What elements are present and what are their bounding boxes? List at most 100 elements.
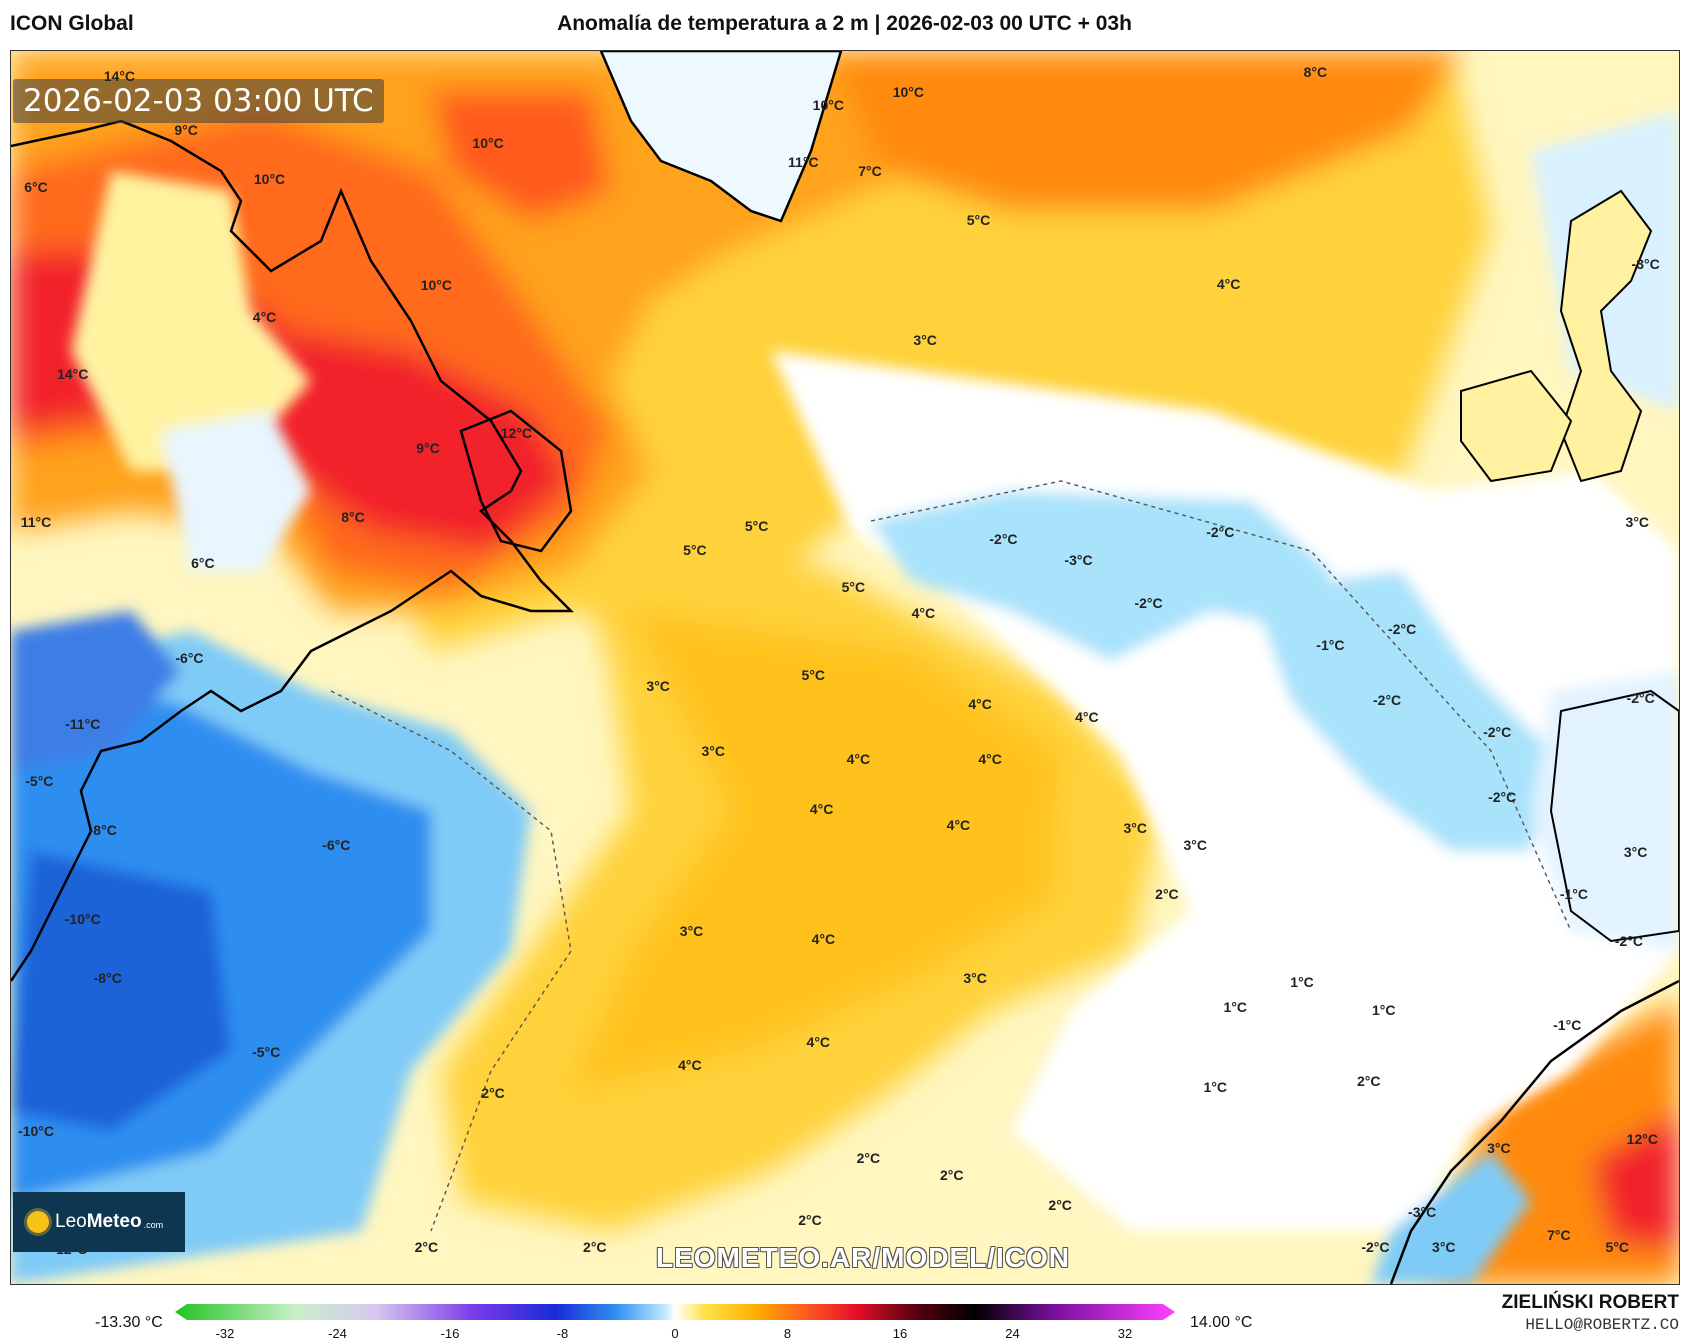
model-name: ICON Global	[10, 12, 134, 35]
colorbar-tick: -24	[328, 1326, 347, 1341]
temperature-label: 4°C	[806, 1034, 831, 1051]
temperature-label: 2°C	[414, 1239, 439, 1255]
temperature-label: 3°C	[1432, 1239, 1456, 1255]
temperature-label: 7°C	[1547, 1226, 1571, 1243]
temperature-label: -1°C	[1316, 637, 1345, 654]
author-email[interactable]: HELLO@ROBERTZ.CO	[1525, 1316, 1679, 1334]
temperature-label: 5°C	[683, 542, 707, 559]
temperature-label: -6°C	[322, 837, 351, 854]
temperature-label: -2°C	[1134, 595, 1163, 612]
temperature-label: -11°C	[65, 716, 101, 733]
temperature-label: 8°C	[341, 509, 365, 526]
temperature-label: 5°C	[801, 666, 826, 683]
colorbar-tick: 32	[1117, 1326, 1133, 1341]
temperature-label: 3°C	[1623, 844, 1648, 861]
temperature-label: 5°C	[1605, 1239, 1630, 1255]
temperature-label: 2°C	[481, 1084, 505, 1101]
temperature-label: 9°C	[174, 121, 198, 138]
temperature-label: 4°C	[1216, 276, 1241, 293]
temperature-label: 10°C	[812, 97, 844, 114]
temperature-label: 1°C	[1372, 1002, 1396, 1019]
temperature-label: 2°C	[1155, 886, 1179, 903]
source-watermark: LEOMETEO.AR/MODEL/ICON	[656, 1242, 1070, 1273]
coastline	[11, 119, 575, 982]
colorbar-tick: -32	[215, 1326, 235, 1341]
colorbar-min-label: -13.30 °C	[95, 1314, 163, 1331]
temperature-label: 12°C	[1626, 1130, 1658, 1147]
temperature-label: 12°C	[500, 425, 533, 442]
temperature-label: 3°C	[1123, 819, 1147, 836]
temperature-label: 3°C	[1487, 1140, 1511, 1157]
temperature-label: 7°C	[858, 162, 882, 179]
colorbar-tick: 8	[783, 1326, 792, 1341]
colorbar-tick: 16	[892, 1326, 908, 1341]
temperature-label: -3°C	[1408, 1204, 1437, 1221]
temperature-label: 10°C	[472, 135, 504, 152]
temperature-label: -6°C	[175, 649, 204, 666]
anomaly-map: 2026-02-03 03:00 UTC 14°C 9°C 6°C 10°C 10°C 1…	[10, 50, 1680, 1285]
temperature-label: 10°C	[892, 83, 925, 100]
temperature-label: 6°C	[191, 554, 215, 571]
temperature-label: 2°C	[1048, 1197, 1072, 1214]
colorbar-tick: 24	[1005, 1326, 1020, 1341]
logo-suffix: .com	[143, 1220, 164, 1230]
temperature-label: 5°C	[841, 579, 866, 596]
temperature-label: 3°C	[679, 923, 704, 940]
temperature-label: 3°C	[913, 331, 937, 348]
temperature-label: 4°C	[678, 1056, 702, 1073]
temperature-label: -1°C	[1559, 886, 1588, 903]
temperature-label: 2°C	[798, 1211, 822, 1228]
temperature-label: -2°C	[989, 531, 1018, 548]
temperature-label: 3°C	[963, 970, 987, 987]
temperature-label: -2°C	[1373, 691, 1402, 708]
author-credit: ZIELIŃSKI ROBERT	[1501, 1292, 1679, 1313]
temperature-label: -2°C	[1483, 723, 1512, 740]
temperature-label: 5°C	[966, 211, 991, 228]
temperature-label: 1°C	[1290, 973, 1314, 990]
temperature-label: 1°C	[1203, 1078, 1228, 1095]
temperature-label: 3°C	[701, 743, 725, 760]
temperature-label: 14°C	[57, 366, 89, 383]
temperature-label: 6°C	[24, 178, 48, 195]
temperature-label: -10°C	[64, 911, 101, 928]
temperature-label: 10°C	[420, 277, 452, 294]
temperature-label: 14°C	[103, 67, 136, 84]
temperature-label: 9°C	[416, 440, 440, 457]
colorbar-tick: -8	[556, 1326, 569, 1341]
temperature-label: -1°C	[1553, 1017, 1582, 1034]
colorbar	[175, 1304, 1175, 1320]
temperature-label: 5°C	[744, 517, 769, 534]
temperature-label: -5°C	[25, 772, 54, 789]
temperature-label: 2°C	[940, 1167, 964, 1184]
temperature-label: 2°C	[1357, 1072, 1381, 1089]
logo-text-bold: Meteo	[86, 1211, 142, 1232]
leometeo-logo[interactable]: Leo Meteo .com	[13, 1192, 185, 1252]
temperature-label: 3°C	[1625, 514, 1650, 530]
temperature-label: 4°C	[846, 750, 871, 767]
valid-time-stamp: 2026-02-03 03:00 UTC	[13, 79, 384, 123]
temperature-label: -2°C	[1206, 523, 1235, 540]
temperature-label: 4°C	[911, 605, 936, 622]
colorbar-max-label: 14.00 °C	[1190, 1314, 1253, 1331]
temperature-label: -10°C	[18, 1123, 54, 1140]
temperature-label: 1°C	[1223, 998, 1248, 1015]
anomaly-field	[11, 51, 1679, 1284]
temperature-label: 4°C	[978, 750, 1002, 767]
temperature-label: 4°C	[946, 817, 971, 834]
map-title: Anomalía de temperatura a 2 m | 2026-02-…	[557, 12, 1132, 35]
temperature-label: -3°C	[1631, 256, 1660, 273]
temperature-label: -3°C	[1064, 552, 1093, 569]
temperature-label: -2°C	[1626, 690, 1655, 707]
temperature-label: 11°C	[20, 514, 52, 530]
temperature-label: 10°C	[253, 171, 286, 188]
temperature-label: 4°C	[252, 309, 277, 326]
temperature-label: -2°C	[1388, 621, 1417, 638]
temperature-label: 3°C	[1183, 837, 1208, 854]
temperature-label: 4°C	[968, 696, 992, 713]
colorbar-tick: 0	[671, 1326, 679, 1341]
temperature-label: 8°C	[1303, 63, 1328, 80]
temperature-label: 4°C	[1075, 708, 1099, 725]
temperature-label: -5°C	[252, 1044, 281, 1061]
temperature-label: -2°C	[1614, 933, 1644, 950]
temperature-label: -8°C	[88, 822, 117, 839]
